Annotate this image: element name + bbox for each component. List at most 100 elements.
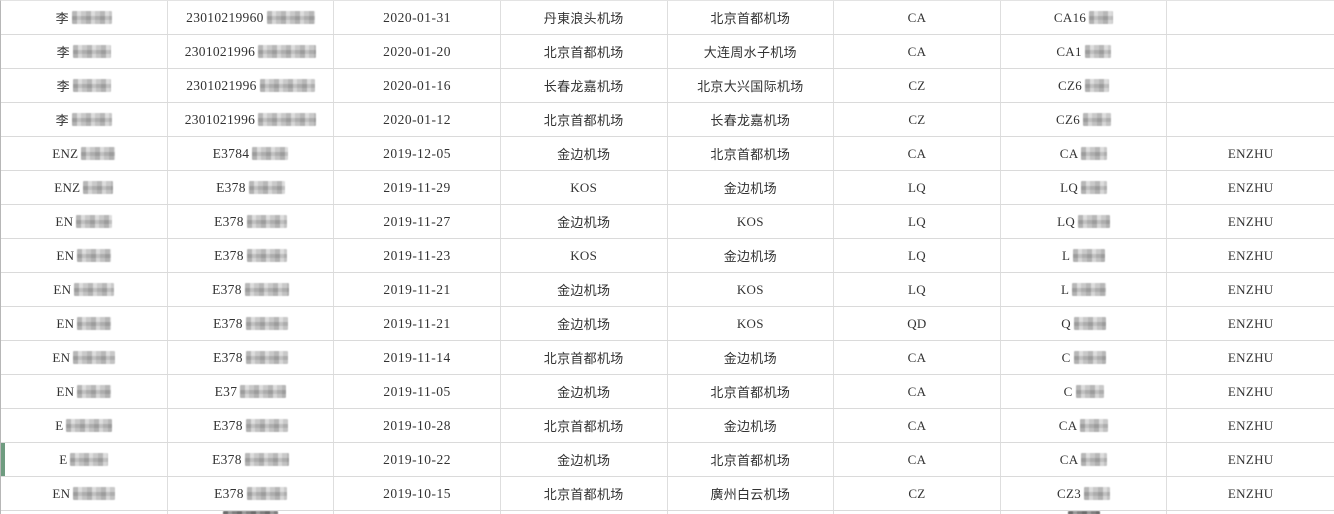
cell-airline-code[interactable] [834,511,1001,514]
cell-passenger-name[interactable]: EN [1,273,168,306]
cell-passenger-name[interactable]: 李 [1,69,168,102]
cell-arrival-airport[interactable]: 北京大兴国际机场 [668,69,835,102]
cell-passenger-en-name[interactable] [1167,35,1334,68]
cell-flight-date[interactable]: 2019-11-23 [334,239,501,272]
cell-id-number[interactable]: E378 [168,477,335,510]
cell-airline-code[interactable]: QD [834,307,1001,340]
cell-departure-airport[interactable]: 金边机场 [501,137,668,170]
cell-flight-date[interactable]: 2019-11-21 [334,307,501,340]
cell-passenger-name[interactable]: EN [1,205,168,238]
cell-flight-date[interactable]: 2019-11-05 [334,375,501,408]
cell-departure-airport[interactable]: 北京首都机场 [501,35,668,68]
cell-id-number[interactable]: E378 [168,239,335,272]
cell-passenger-name[interactable]: EN [1,341,168,374]
cell-passenger-en-name[interactable]: ENZHU [1167,137,1334,170]
cell-departure-airport[interactable] [501,511,668,514]
cell-passenger-name[interactable]: E [1,409,168,442]
cell-passenger-en-name[interactable]: ENZHU [1167,273,1334,306]
cell-flight-number[interactable]: CA16 [1001,1,1168,34]
cell-arrival-airport[interactable]: KOS [668,307,835,340]
cell-flight-date[interactable]: 2020-01-31 [334,1,501,34]
cell-departure-airport[interactable]: 北京首都机场 [501,409,668,442]
cell-passenger-en-name[interactable] [1167,1,1334,34]
cell-flight-number[interactable]: CZ3 [1001,477,1168,510]
cell-flight-number[interactable]: CA [1001,443,1168,476]
cell-departure-airport[interactable]: 北京首都机场 [501,103,668,136]
cell-arrival-airport[interactable]: 金边机场 [668,171,835,204]
cell-airline-code[interactable]: CA [834,341,1001,374]
cell-passenger-en-name[interactable] [1167,103,1334,136]
cell-passenger-en-name[interactable]: ENZHU [1167,375,1334,408]
cell-arrival-airport[interactable]: 北京首都机场 [668,1,835,34]
cell-airline-code[interactable]: CA [834,1,1001,34]
cell-airline-code[interactable]: CZ [834,477,1001,510]
cell-passenger-en-name[interactable]: ENZHU [1167,341,1334,374]
cell-flight-number[interactable]: CA [1001,409,1168,442]
cell-flight-date[interactable]: 2020-01-16 [334,69,501,102]
cell-departure-airport[interactable]: 金边机场 [501,443,668,476]
cell-flight-number[interactable]: C [1001,341,1168,374]
cell-id-number[interactable]: E37 [168,375,335,408]
cell-flight-date[interactable]: 2020-01-12 [334,103,501,136]
cell-passenger-en-name[interactable]: ENZHU [1167,205,1334,238]
cell-id-number[interactable]: 23010219960 [168,1,335,34]
cell-passenger-en-name[interactable]: ENZHU [1167,477,1334,510]
cell-passenger-name[interactable] [1,511,168,514]
cell-arrival-airport[interactable] [668,511,835,514]
cell-id-number[interactable]: E378 [168,171,335,204]
cell-passenger-name[interactable]: EN [1,307,168,340]
cell-flight-date[interactable] [334,511,501,514]
cell-arrival-airport[interactable]: 廣州白云机场 [668,477,835,510]
cell-arrival-airport[interactable]: 金边机场 [668,341,835,374]
cell-id-number[interactable] [168,511,335,514]
cell-passenger-name[interactable]: 李 [1,1,168,34]
cell-airline-code[interactable]: CZ [834,103,1001,136]
cell-flight-number[interactable]: L [1001,239,1168,272]
cell-arrival-airport[interactable]: 长春龙嘉机场 [668,103,835,136]
cell-arrival-airport[interactable]: KOS [668,205,835,238]
cell-passenger-name[interactable]: ENZ [1,137,168,170]
cell-departure-airport[interactable]: 北京首都机场 [501,477,668,510]
cell-airline-code[interactable]: CA [834,35,1001,68]
cell-airline-code[interactable]: CZ [834,69,1001,102]
cell-passenger-name[interactable]: EN [1,375,168,408]
cell-id-number[interactable]: E378 [168,205,335,238]
cell-departure-airport[interactable]: 长春龙嘉机场 [501,69,668,102]
cell-flight-date[interactable]: 2019-12-05 [334,137,501,170]
cell-id-number[interactable]: E378 [168,409,335,442]
cell-flight-number[interactable] [1001,511,1168,514]
cell-flight-number[interactable]: Q [1001,307,1168,340]
cell-flight-number[interactable]: CZ6 [1001,103,1168,136]
cell-departure-airport[interactable]: 金边机场 [501,375,668,408]
cell-arrival-airport[interactable]: 北京首都机场 [668,443,835,476]
cell-passenger-en-name[interactable]: ENZHU [1167,409,1334,442]
cell-departure-airport[interactable]: 金边机场 [501,307,668,340]
cell-flight-date[interactable]: 2019-10-28 [334,409,501,442]
cell-flight-number[interactable]: CA1 [1001,35,1168,68]
cell-airline-code[interactable]: LQ [834,171,1001,204]
cell-passenger-en-name[interactable] [1167,69,1334,102]
cell-flight-date[interactable]: 2019-11-29 [334,171,501,204]
cell-id-number[interactable]: 2301021996 [168,103,335,136]
cell-passenger-en-name[interactable]: ENZHU [1167,171,1334,204]
cell-flight-number[interactable]: LQ [1001,205,1168,238]
cell-id-number[interactable]: E378 [168,273,335,306]
cell-arrival-airport[interactable]: 北京首都机场 [668,137,835,170]
cell-id-number[interactable]: E3784 [168,137,335,170]
cell-flight-date[interactable]: 2019-11-27 [334,205,501,238]
cell-arrival-airport[interactable]: 金边机场 [668,409,835,442]
cell-id-number[interactable]: E378 [168,307,335,340]
cell-flight-date[interactable]: 2020-01-20 [334,35,501,68]
cell-passenger-en-name[interactable]: ENZHU [1167,307,1334,340]
cell-arrival-airport[interactable]: 金边机场 [668,239,835,272]
cell-departure-airport[interactable]: 北京首都机场 [501,341,668,374]
cell-flight-number[interactable]: CZ6 [1001,69,1168,102]
cell-arrival-airport[interactable]: KOS [668,273,835,306]
cell-flight-date[interactable]: 2019-10-15 [334,477,501,510]
cell-passenger-name[interactable]: 李 [1,35,168,68]
cell-id-number[interactable]: E378 [168,443,335,476]
cell-airline-code[interactable]: CA [834,137,1001,170]
cell-airline-code[interactable]: CA [834,409,1001,442]
cell-airline-code[interactable]: CA [834,375,1001,408]
cell-departure-airport[interactable]: 金边机场 [501,205,668,238]
